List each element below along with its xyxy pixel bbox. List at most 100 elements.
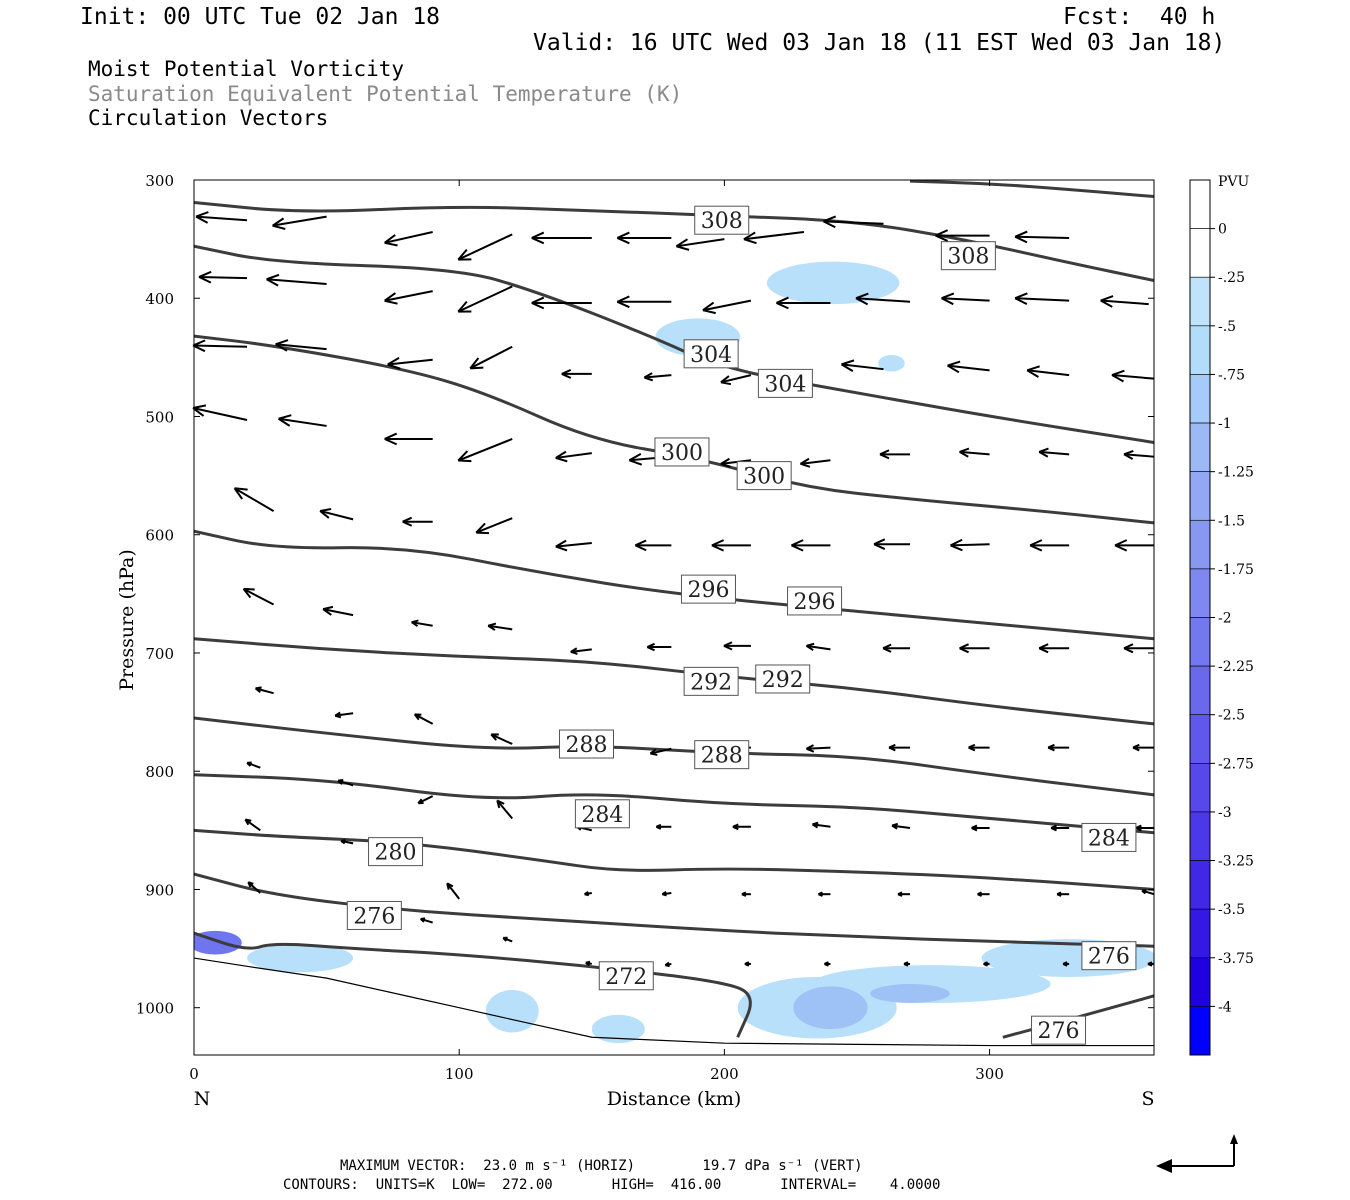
contour-label-text: 304 [764, 372, 806, 397]
y-tick-label: 800 [145, 763, 174, 781]
vector-shaft [855, 297, 911, 303]
circulation-vector [570, 647, 592, 655]
vector-head [1135, 824, 1142, 832]
vector-shaft [243, 588, 275, 606]
vector-head [983, 961, 988, 967]
vector-shaft [387, 358, 433, 366]
circulation-vector [487, 622, 513, 631]
circulation-vector [741, 891, 751, 897]
vector-shaft [193, 344, 248, 348]
colorbar-swatch [1189, 763, 1211, 813]
circulation-vector [1135, 824, 1154, 832]
vector-head [384, 234, 398, 247]
circulation-vector [882, 643, 911, 653]
contour-label-box [755, 664, 811, 694]
circulation-vector [1100, 295, 1149, 308]
circulation-vector [1050, 824, 1070, 832]
contour-label-box [787, 586, 843, 616]
vector-head [584, 890, 590, 897]
vector-head [244, 818, 252, 826]
title-mpv: Moist Potential Vorticity [88, 57, 405, 81]
contour-label-layer: 308 308 304 304 300 300 296 296 292 292 288 288 284 2… [346, 205, 1137, 1045]
vector-head [475, 522, 490, 535]
circulation-vector [1038, 447, 1070, 458]
circulation-vector [977, 891, 990, 897]
circulation-vector [806, 744, 831, 753]
contour-label-text: 292 [690, 670, 732, 695]
vector-head [446, 882, 454, 890]
circulation-vector [1123, 450, 1155, 460]
contour-label-box [757, 368, 813, 398]
vector-shaft [812, 823, 831, 828]
circulation-vector [502, 936, 513, 943]
circulation-vector [402, 516, 433, 527]
circulation-vector [649, 747, 672, 756]
contour-label: 296 [787, 586, 843, 616]
vector-head [195, 211, 209, 224]
circulation-vector [1147, 961, 1154, 967]
vector-head [720, 457, 731, 468]
vector-shaft [490, 733, 513, 745]
vector-head [776, 296, 789, 310]
vector-head [634, 539, 647, 552]
circulation-vector [340, 838, 354, 845]
circulation-vector [959, 447, 990, 458]
y-tick-label: 700 [145, 645, 174, 663]
vector-head [711, 539, 725, 552]
vector-shaft [192, 407, 248, 422]
colorbar-swatch [1189, 665, 1211, 716]
vector-head [903, 961, 909, 967]
vector-head [741, 891, 747, 897]
contour-280-8 [194, 828, 1154, 891]
vector-head [502, 936, 508, 942]
colorbar-swatch [1189, 325, 1211, 375]
circulation-vector [195, 211, 248, 224]
colorbar-swatch [1189, 374, 1211, 424]
vector-shaft [457, 285, 513, 313]
colorbar-label: -1.75 [1218, 562, 1254, 578]
vector-shaft [234, 487, 275, 512]
y-tick-label: 600 [145, 527, 174, 545]
vector-head [1123, 643, 1134, 654]
contour-label-text: 300 [743, 465, 785, 490]
vector-head [675, 238, 690, 251]
circulation-vector [720, 374, 752, 386]
vector-shaft [720, 374, 752, 384]
colorbar-swatch [1189, 714, 1211, 764]
contour-label-text: 284 [1088, 826, 1130, 851]
reference-vector-icon [1156, 1134, 1238, 1173]
vector-head [278, 414, 292, 427]
vector-head [805, 642, 815, 651]
colorbar-swatch [1189, 1006, 1211, 1056]
vector-head [337, 779, 344, 785]
colorbar-label: -3.75 [1218, 951, 1254, 967]
y-axis-label: Pressure (hPa) [116, 549, 138, 691]
colorbar-swatch [1189, 179, 1211, 229]
vector-shaft [417, 795, 434, 805]
circulation-vector [702, 299, 752, 315]
vector-shaft [475, 517, 513, 534]
circulation-vector [723, 641, 751, 651]
plot-frame [193, 179, 1155, 1056]
vector-shaft [1111, 374, 1155, 380]
vector-head [384, 432, 398, 446]
vector-shaft [272, 215, 327, 227]
vector-head [340, 838, 346, 845]
y-tick-label: 900 [145, 881, 174, 899]
circulation-vector [411, 619, 433, 627]
circulation-vector [561, 368, 592, 379]
vector-head [469, 357, 484, 370]
circulation-vector [1132, 743, 1154, 752]
vector-head [1050, 824, 1057, 832]
vector-shaft [806, 746, 831, 750]
vector-head [496, 799, 505, 809]
vector-shaft [414, 713, 434, 725]
pv-shade-6 [591, 1014, 645, 1044]
colorbar-label: -2.5 [1218, 708, 1245, 724]
x-tick-label: 0 [189, 1065, 199, 1083]
vector-shaft [676, 238, 725, 248]
colorbar-swatch [1189, 908, 1211, 959]
contour-label: 292 [683, 666, 739, 696]
contour-label: 308 [940, 241, 996, 271]
pv-shade-7 [247, 943, 354, 973]
